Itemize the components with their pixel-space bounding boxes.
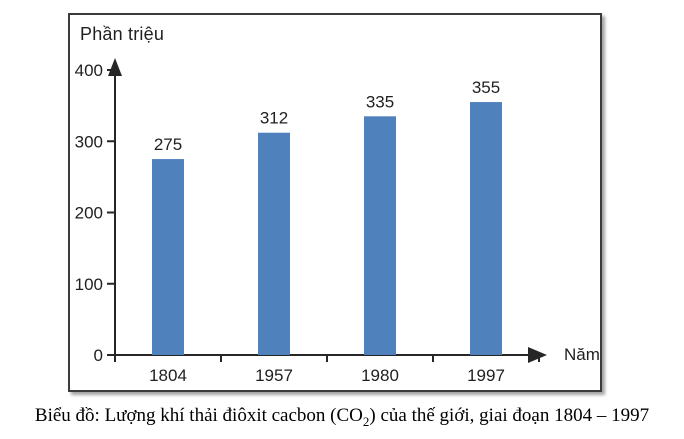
caption-subscript: 2 xyxy=(362,413,370,429)
y-tick-label: 100 xyxy=(75,275,103,294)
bar-value-label: 275 xyxy=(154,135,182,154)
x-axis-title: Năm xyxy=(564,345,600,364)
bar-value-label: 312 xyxy=(260,109,288,128)
chart-frame: Phần triệu 0 100 200 300 400 275 1804 312 1957 33… xyxy=(68,13,602,392)
y-tick-label: 300 xyxy=(75,132,103,151)
chart-caption: Biểu đồ: Lượng khí thải điôxit cacbon (C… xyxy=(0,405,684,430)
x-category-label: 1957 xyxy=(255,366,293,385)
y-axis-arrowhead xyxy=(108,58,122,76)
bar-value-label: 355 xyxy=(472,78,500,97)
x-category-label: 1997 xyxy=(467,366,505,385)
x-category-label: 1804 xyxy=(149,366,187,385)
caption-text-prefix: Biểu đồ: Lượng khí thải điôxit cacbon (C… xyxy=(34,405,363,426)
y-tick-label: 0 xyxy=(94,346,103,365)
bar-1980 xyxy=(364,116,396,355)
bar-1957 xyxy=(258,132,290,355)
bar-1804 xyxy=(152,159,184,355)
bar-value-label: 335 xyxy=(366,92,394,111)
y-axis-unit-label: Phần triệu xyxy=(80,24,165,44)
x-axis-arrowhead xyxy=(528,347,547,363)
y-tick-label: 400 xyxy=(75,61,103,80)
bar-chart-plot: 0 100 200 300 400 275 1804 312 1957 335 1980 355 199… xyxy=(75,58,600,385)
bar-1997 xyxy=(470,102,502,355)
caption-text-suffix: ) của thế giới, giai đoạn 1804 – 1997 xyxy=(369,405,650,426)
y-tick-label: 200 xyxy=(75,204,103,223)
x-category-label: 1980 xyxy=(361,366,399,385)
